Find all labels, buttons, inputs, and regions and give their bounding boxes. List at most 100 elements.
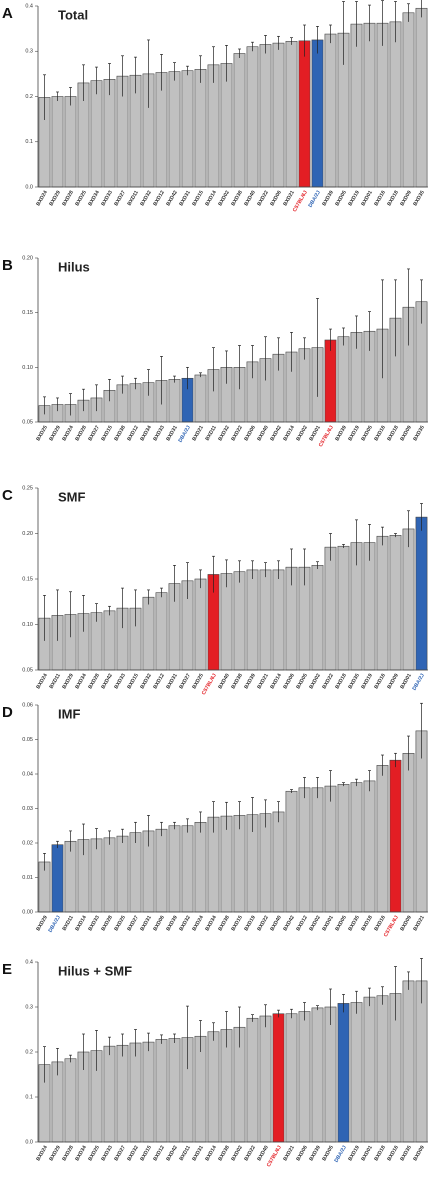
x-tick-label: BXD40 <box>217 673 231 691</box>
x-tick-label: BXD21 <box>256 673 270 691</box>
bar <box>337 784 350 913</box>
y-tick-label: 0.00 <box>22 909 33 915</box>
x-tick-label: BXD01 <box>360 190 374 208</box>
bar <box>194 578 207 671</box>
x-tick-label: BXD15 <box>139 1145 153 1163</box>
x-tick-label: BXD29 <box>61 673 75 691</box>
x-tick-label: BXD14 <box>74 915 88 933</box>
bar <box>272 1013 285 1143</box>
x-tick-label: BXD39 <box>334 425 348 443</box>
x-tick-label: BXD34 <box>139 425 153 443</box>
x-tick-label: BXD29 <box>48 425 62 443</box>
x-tick-label: BXD21 <box>412 915 426 933</box>
x-tick-label: BXD31 <box>165 673 179 691</box>
bar <box>415 7 428 188</box>
bar <box>285 790 298 913</box>
x-tick-label: BXD12 <box>152 673 166 691</box>
x-tick-label: BXD02 <box>295 425 309 443</box>
x-tick-label: BXD35 <box>412 425 426 443</box>
bar <box>376 22 389 188</box>
bar <box>415 516 428 671</box>
x-tick-label: BXD39 <box>243 673 257 691</box>
y-tick-label: 0.2 <box>25 1049 33 1055</box>
panel-title: Hilus <box>58 259 90 274</box>
bar <box>298 348 311 423</box>
x-tick-label: BXD32 <box>217 425 231 443</box>
panel-title: Hilus + SMF <box>58 963 132 978</box>
y-tick-label: 0.0 <box>25 184 33 190</box>
bar <box>155 1039 168 1143</box>
panel-title: SMF <box>58 489 86 504</box>
x-tick-label: BXD06 <box>243 425 257 443</box>
bar <box>324 1006 337 1143</box>
x-tick-label: BXD21 <box>282 190 296 208</box>
bar <box>376 765 389 913</box>
x-tick-label: BXD38 <box>217 915 231 933</box>
x-tick-label: BXD38 <box>230 673 244 691</box>
x-tick-label: BXD24 <box>191 915 205 933</box>
x-tick-label: BXD31 <box>139 915 153 933</box>
x-tick-label: BXD12 <box>295 915 309 933</box>
x-tick-label: BXD39 <box>308 1145 322 1163</box>
y-tick-label: 0.04 <box>22 771 33 777</box>
bar <box>389 535 402 671</box>
x-tick-label: BXD14 <box>204 190 218 208</box>
bar <box>415 980 428 1143</box>
bar <box>246 1017 259 1143</box>
x-tick-label: BXD19 <box>347 1145 361 1163</box>
x-tick-label: BXD34 <box>74 673 88 691</box>
bar <box>324 785 337 913</box>
bar <box>298 1011 311 1143</box>
x-tick-label: BXD32 <box>139 190 153 208</box>
bar <box>363 996 376 1143</box>
x-tick-label: BXD11 <box>127 190 140 207</box>
x-tick-label: BXD18 <box>373 1145 387 1163</box>
x-tick-label: BXD24 <box>61 425 75 443</box>
bar <box>207 64 220 188</box>
bar <box>64 1058 77 1143</box>
x-tick-label: BXD18 <box>386 190 400 208</box>
x-tick-label: BXD09 <box>386 673 400 691</box>
y-tick-label: 0.15 <box>22 576 33 582</box>
x-tick-label: BXD27 <box>87 425 101 443</box>
bar <box>285 40 298 188</box>
x-tick-label: BXD05 <box>321 1145 335 1163</box>
bar <box>389 759 402 913</box>
x-tick-label: BXD22 <box>256 915 270 933</box>
x-tick-label: BXD02 <box>217 190 231 208</box>
x-tick-label: BXD32 <box>178 915 192 933</box>
bar <box>246 569 259 671</box>
x-tick-label: BXD05 <box>360 425 374 443</box>
x-tick-label: BXD35 <box>399 1145 413 1163</box>
x-tick-label: BXD06 <box>295 1145 309 1163</box>
x-tick-label: BXD15 <box>100 425 114 443</box>
x-tick-label: BXD29 <box>48 190 62 208</box>
bar <box>103 610 116 671</box>
x-tick-label: BXD18 <box>334 673 348 691</box>
x-tick-label: BXD38 <box>217 1145 231 1163</box>
x-tick-label: BXD16 <box>373 425 387 443</box>
x-tick-label: BXD25 <box>113 915 127 933</box>
x-tick-label: BXD35 <box>347 673 361 691</box>
bar <box>233 571 246 671</box>
bar <box>207 1031 220 1143</box>
y-tick-label: 0.3 <box>25 49 33 55</box>
bar <box>90 80 103 188</box>
x-tick-label: BXD28 <box>87 673 101 691</box>
bar <box>272 569 285 671</box>
x-tick-label: BXD09 <box>412 1145 426 1163</box>
x-tick-label: BXD01 <box>308 425 322 443</box>
x-tick-label: BXD14 <box>282 425 296 443</box>
x-tick-label: DBA/2J <box>178 425 192 444</box>
x-tick-label: BXD28 <box>61 190 75 208</box>
y-tick-label: 0.05 <box>22 419 33 425</box>
bar <box>272 42 285 188</box>
x-tick-label: BXD28 <box>74 425 88 443</box>
x-tick-label: BXD14 <box>204 1145 218 1163</box>
x-tick-label: BXD22 <box>321 673 335 691</box>
x-tick-label: BXD16 <box>373 673 387 691</box>
bar <box>168 825 181 913</box>
x-tick-label: BXD33 <box>152 425 166 443</box>
bar <box>155 828 168 913</box>
